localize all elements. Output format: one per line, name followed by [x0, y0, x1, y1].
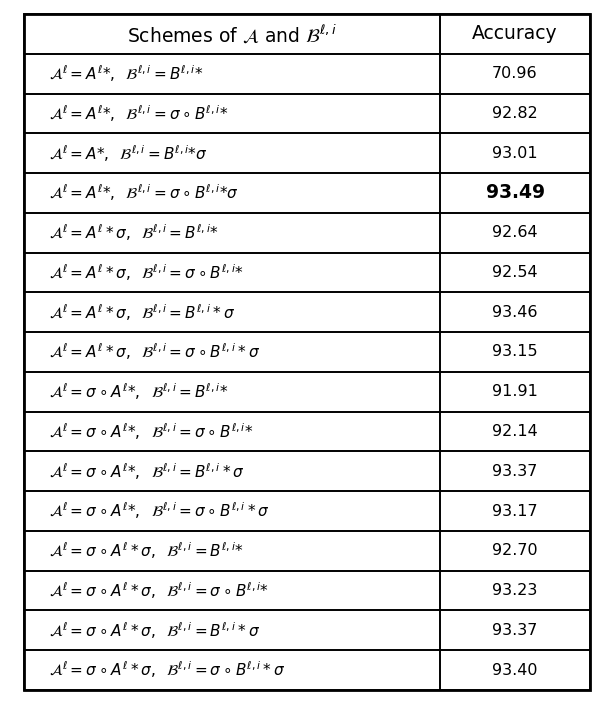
Text: 92.14: 92.14 — [492, 424, 537, 439]
Text: 93.40: 93.40 — [492, 662, 537, 677]
Bar — [24, 491, 440, 531]
Text: $\mathcal{A}^\ell = A^\ell{*}, \;\; \mathcal{B}^{\ell,i} = \sigma \circ B^{\ell,: $\mathcal{A}^\ell = A^\ell{*}, \;\; \mat… — [49, 103, 229, 124]
Text: $\mathcal{A}^\ell = A^\ell{*}, \;\; \mathcal{B}^{\ell,i} = B^{\ell,i}{*}$: $\mathcal{A}^\ell = A^\ell{*}, \;\; \mat… — [49, 63, 204, 84]
Text: $\mathcal{A}^\ell = \sigma \circ A^\ell * \sigma, \;\; \mathcal{B}^{\ell,i} = B^: $\mathcal{A}^\ell = \sigma \circ A^\ell … — [49, 541, 244, 561]
Text: 93.37: 93.37 — [492, 623, 537, 638]
Text: 70.96: 70.96 — [492, 66, 537, 81]
Bar — [440, 292, 590, 332]
Bar — [24, 451, 440, 491]
Bar — [24, 571, 440, 610]
Text: $\mathcal{A}^\ell = A^\ell * \sigma, \;\; \mathcal{B}^{\ell,i} = \sigma \circ B^: $\mathcal{A}^\ell = A^\ell * \sigma, \;\… — [49, 341, 261, 363]
Text: 93.15: 93.15 — [492, 344, 537, 360]
Bar — [440, 571, 590, 610]
Text: $\mathcal{A}^\ell = A^\ell * \sigma, \;\; \mathcal{B}^{\ell,i} = B^{\ell,i} * \s: $\mathcal{A}^\ell = A^\ell * \sigma, \;\… — [49, 302, 235, 322]
Bar — [24, 292, 440, 332]
Bar — [24, 610, 440, 650]
Bar — [440, 610, 590, 650]
Text: $\mathcal{A}^\ell = \sigma \circ A^\ell{*}, \;\; \mathcal{B}^{\ell,i} = \sigma \: $\mathcal{A}^\ell = \sigma \circ A^\ell{… — [49, 421, 254, 442]
Text: 93.46: 93.46 — [492, 305, 537, 320]
Bar — [440, 213, 590, 253]
Bar — [440, 451, 590, 491]
Bar — [24, 531, 440, 571]
Bar — [24, 14, 440, 54]
Bar — [440, 650, 590, 690]
Bar — [24, 650, 440, 690]
Text: $\mathcal{A}^\ell = \sigma \circ A^\ell * \sigma, \;\; \mathcal{B}^{\ell,i} = \s: $\mathcal{A}^\ell = \sigma \circ A^\ell … — [49, 580, 269, 601]
Bar — [440, 372, 590, 412]
Text: $\mathcal{A}^\ell = \sigma \circ A^\ell{*}, \;\; \mathcal{B}^{\ell,i} = \sigma \: $\mathcal{A}^\ell = \sigma \circ A^\ell{… — [49, 501, 270, 522]
Bar — [440, 54, 590, 94]
Text: Accuracy: Accuracy — [472, 25, 558, 44]
Bar — [440, 173, 590, 213]
Text: $\mathcal{A}^\ell = A^\ell * \sigma, \;\; \mathcal{B}^{\ell,i} = \sigma \circ B^: $\mathcal{A}^\ell = A^\ell * \sigma, \;\… — [49, 262, 244, 283]
Text: $\mathcal{A}^\ell = A{*}, \;\; \mathcal{B}^{\ell,i} = B^{\ell,i}{*}\sigma$: $\mathcal{A}^\ell = A{*}, \;\; \mathcal{… — [49, 143, 208, 163]
Text: 93.23: 93.23 — [492, 583, 537, 598]
Text: $\mathbf{93.49}$: $\mathbf{93.49}$ — [485, 184, 545, 203]
Bar — [440, 253, 590, 292]
Bar — [24, 133, 440, 173]
Bar — [24, 213, 440, 253]
Text: $\mathcal{A}^\ell = \sigma \circ A^\ell{*}, \;\; \mathcal{B}^{\ell,i} = B^{\ell,: $\mathcal{A}^\ell = \sigma \circ A^\ell{… — [49, 382, 229, 402]
Bar — [440, 133, 590, 173]
Bar — [24, 253, 440, 292]
Bar — [24, 94, 440, 133]
Text: 92.82: 92.82 — [492, 106, 537, 121]
Bar — [440, 531, 590, 571]
Bar — [440, 94, 590, 133]
Text: 93.17: 93.17 — [492, 503, 537, 519]
Bar — [440, 14, 590, 54]
Bar — [440, 332, 590, 372]
Text: $\mathcal{A}^\ell = \sigma \circ A^\ell * \sigma, \;\; \mathcal{B}^{\ell,i} = B^: $\mathcal{A}^\ell = \sigma \circ A^\ell … — [49, 620, 261, 641]
Text: 92.54: 92.54 — [492, 265, 537, 280]
Text: 93.01: 93.01 — [492, 146, 537, 161]
Text: $\mathcal{A}^\ell = \sigma \circ A^\ell{*}, \;\; \mathcal{B}^{\ell,i} = B^{\ell,: $\mathcal{A}^\ell = \sigma \circ A^\ell{… — [49, 461, 245, 482]
Bar — [440, 412, 590, 451]
Bar — [24, 372, 440, 412]
Text: $\mathcal{A}^\ell = A^\ell * \sigma, \;\; \mathcal{B}^{\ell,i} = B^{\ell,i}{*}$: $\mathcal{A}^\ell = A^\ell * \sigma, \;\… — [49, 222, 219, 243]
Bar — [24, 332, 440, 372]
Bar — [24, 54, 440, 94]
Bar — [24, 412, 440, 451]
Bar — [24, 173, 440, 213]
Text: Schemes of $\mathcal{A}$ and $\mathcal{B}^{\ell,i}$: Schemes of $\mathcal{A}$ and $\mathcal{B… — [127, 23, 337, 45]
Text: 93.37: 93.37 — [492, 464, 537, 479]
Text: 92.70: 92.70 — [492, 543, 537, 558]
Text: 91.91: 91.91 — [492, 384, 538, 399]
Bar — [440, 491, 590, 531]
Text: $\mathcal{A}^\ell = \sigma \circ A^\ell * \sigma, \;\; \mathcal{B}^{\ell,i} = \s: $\mathcal{A}^\ell = \sigma \circ A^\ell … — [49, 660, 286, 680]
Text: 92.64: 92.64 — [492, 225, 537, 240]
Text: $\mathcal{A}^\ell = A^\ell{*}, \;\; \mathcal{B}^{\ell,i} = \sigma \circ B^{\ell,: $\mathcal{A}^\ell = A^\ell{*}, \;\; \mat… — [49, 182, 239, 203]
